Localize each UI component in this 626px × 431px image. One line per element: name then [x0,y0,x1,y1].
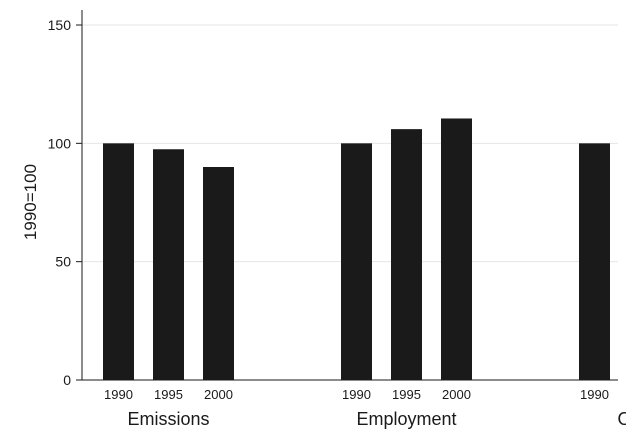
y-axis-title: 1990=100 [21,164,40,240]
category-label: 2000 [442,387,471,402]
group-label: Emissions [127,409,209,429]
bar-emissions-2000 [203,167,234,380]
y-tick-label: 50 [55,254,71,270]
bar-emissions-1990 [103,143,134,380]
bar-employment-1990 [341,143,372,380]
group-label: Output [617,409,626,429]
category-label: 2000 [204,387,233,402]
bar-employment-1995 [391,129,422,380]
category-label: 1990 [104,387,133,402]
bar-employment-2000 [441,118,472,380]
bars [103,118,610,380]
category-label: 1995 [392,387,421,402]
axes [76,10,618,381]
y-tick-label: 0 [63,372,71,388]
bar-output-1990 [579,143,610,380]
y-tick-label: 100 [48,135,72,151]
y-tick-label: 150 [48,17,72,33]
category-label: 1990 [342,387,371,402]
bar-emissions-1995 [153,149,184,380]
labels: 0 50 100 150 1990 1995 2000 Emissions 1990 1995 20… [48,17,626,429]
category-label: 1995 [154,387,183,402]
group-label: Employment [356,409,456,429]
category-label: 1990 [580,387,609,402]
